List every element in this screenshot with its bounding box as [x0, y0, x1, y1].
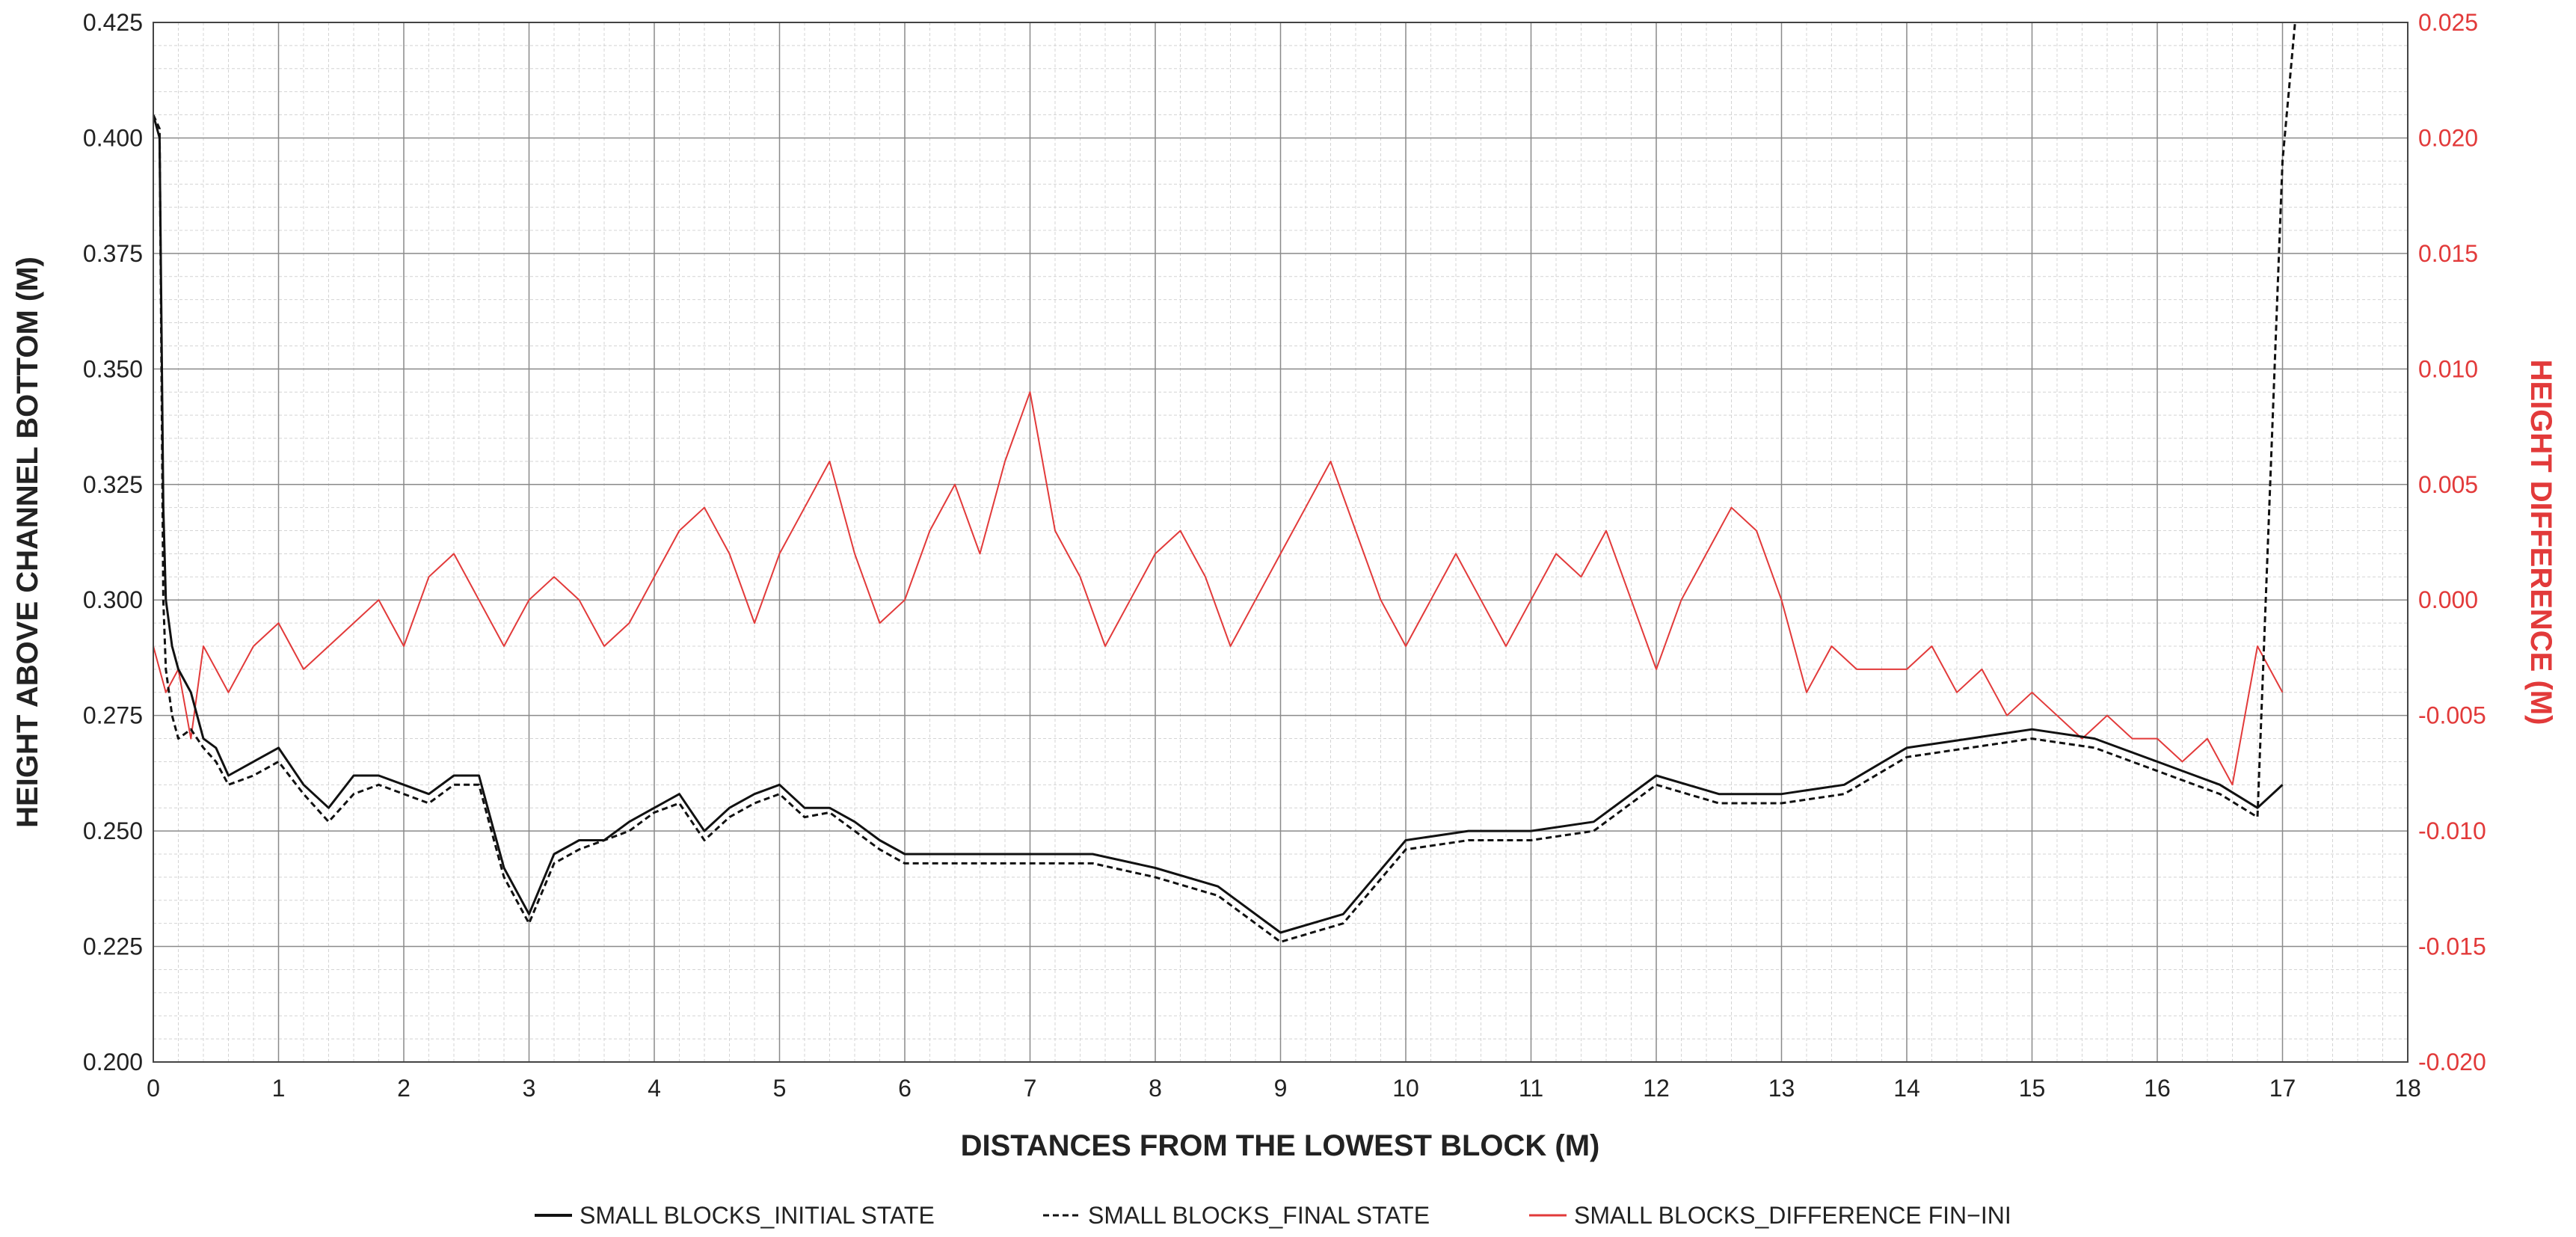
y2-tick-label: -0.005 — [2418, 702, 2486, 729]
y-tick-label: 0.200 — [83, 1049, 143, 1075]
grid-major — [153, 22, 2409, 1063]
legend: SMALL BLOCKS_INITIAL STATE SMALL BLOCKS_… — [535, 1202, 2011, 1229]
series-line-difference — [153, 391, 2284, 786]
x-tick-label: 8 — [1149, 1075, 1162, 1102]
y-tick-labels: 0.200 0.225 0.250 0.275 0.300 0.325 0.350 0.375… — [83, 9, 143, 1075]
legend-item-final: SMALL BLOCKS_FINAL STATE — [1043, 1202, 1430, 1229]
x-tick-label: 0 — [147, 1075, 160, 1102]
x-tick-label: 5 — [773, 1075, 787, 1102]
y2-tick-label: -0.010 — [2418, 817, 2486, 844]
legend-label-difference: SMALL BLOCKS_DIFFERENCE FIN−INI — [1574, 1202, 2011, 1229]
y-tick-label: 0.250 — [83, 817, 143, 844]
y-tick-label: 0.350 — [83, 355, 143, 382]
y2-tick-label: 0.010 — [2418, 355, 2478, 382]
legend-item-initial: SMALL BLOCKS_INITIAL STATE — [535, 1202, 935, 1229]
x-tick-label: 9 — [1274, 1075, 1288, 1102]
y-tick-label: 0.275 — [83, 702, 143, 729]
x-tick-label: 15 — [2019, 1075, 2046, 1102]
y2-tick-label: 0.005 — [2418, 471, 2478, 498]
x-tick-label: 11 — [1519, 1075, 1543, 1102]
x-axis-title: DISTANCES FROM THE LOWEST BLOCK (M) — [961, 1129, 1600, 1162]
plot-frame — [153, 22, 2409, 1063]
x-tick-label: 17 — [2269, 1075, 2296, 1102]
x-tick-label: 13 — [1768, 1075, 1795, 1102]
x-tick-label: 7 — [1024, 1075, 1037, 1102]
y2-tick-label: 0.020 — [2418, 124, 2478, 151]
y2-tick-label: 0.025 — [2418, 9, 2478, 36]
y-tick-label: 0.375 — [83, 240, 143, 267]
x-tick-label: 10 — [1392, 1075, 1419, 1102]
legend-label-initial: SMALL BLOCKS_INITIAL STATE — [580, 1202, 935, 1229]
legend-label-final: SMALL BLOCKS_FINAL STATE — [1088, 1202, 1430, 1229]
series-layer — [153, 22, 2296, 943]
series-line-final — [153, 22, 2296, 943]
y-tick-label: 0.425 — [83, 9, 143, 36]
x-tick-label: 18 — [2394, 1075, 2421, 1102]
x-tick-label: 3 — [523, 1075, 536, 1102]
y-tick-label: 0.400 — [83, 124, 143, 151]
y2-tick-label: 0.000 — [2418, 586, 2478, 613]
y-axis-title: HEIGHT ABOVE CHANNEL BOTTOM (M) — [11, 257, 44, 828]
y2-axis-title: HEIGHT DIFFERENCE (M) — [2524, 360, 2557, 725]
y2-tick-label: -0.020 — [2418, 1049, 2486, 1075]
y-tick-label: 0.225 — [83, 933, 143, 960]
y2-tick-label: 0.015 — [2418, 240, 2478, 267]
y2-tick-label: -0.015 — [2418, 933, 2486, 960]
x-tick-label: 16 — [2144, 1075, 2171, 1102]
y-tick-label: 0.300 — [83, 586, 143, 613]
x-tick-label: 2 — [397, 1075, 411, 1102]
y-tick-label: 0.325 — [83, 471, 143, 498]
x-tick-label: 6 — [898, 1075, 912, 1102]
x-tick-label: 1 — [272, 1075, 286, 1102]
x-tick-label: 14 — [1893, 1075, 1920, 1102]
x-tick-label: 4 — [648, 1075, 661, 1102]
y2-tick-labels: -0.020 -0.015 -0.010 -0.005 0.000 0.005 0.010 0… — [2418, 9, 2486, 1075]
x-tick-label: 12 — [1643, 1075, 1670, 1102]
series-line-initial — [153, 114, 2284, 934]
legend-item-difference: SMALL BLOCKS_DIFFERENCE FIN−INI — [1529, 1202, 2011, 1229]
x-tick-labels: 0 1 2 3 4 5 6 7 8 9 10 11 12 13 14 15 16 17 18 — [147, 1075, 2421, 1102]
